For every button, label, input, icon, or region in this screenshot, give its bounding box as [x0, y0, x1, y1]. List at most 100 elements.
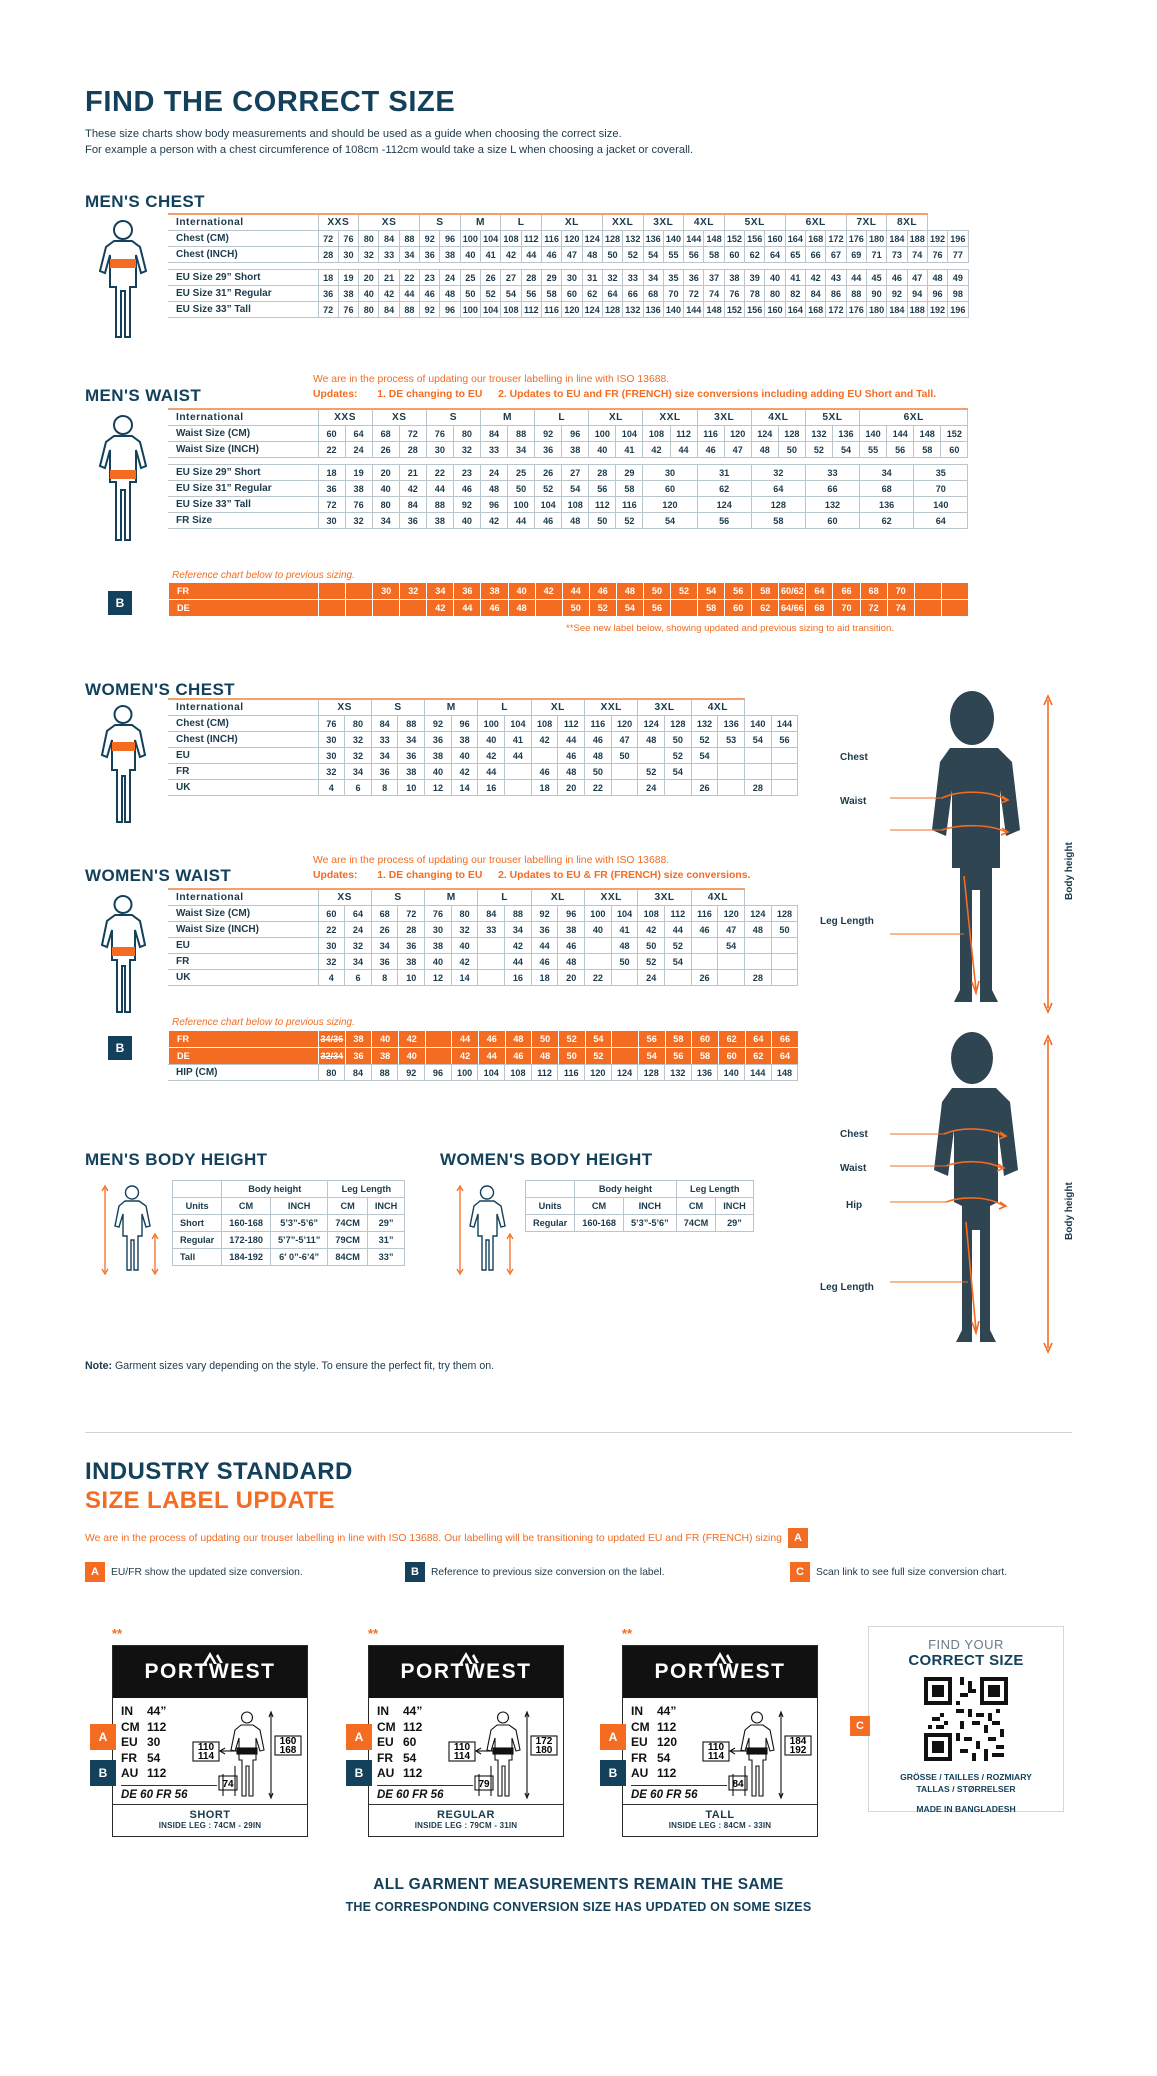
- table-row: Waist Size (INCH) 22 24 26 28 30 32 33 34 36 38 40 4…: [168, 441, 969, 458]
- table-cell: 100: [459, 301, 482, 318]
- table-cell: 30: [424, 921, 452, 938]
- table-cell: [318, 458, 345, 465]
- table-cell: EU Size 33” Tall: [168, 496, 319, 513]
- womens-waist-updates-label: Updates:: [313, 870, 358, 881]
- table-cell: 40: [424, 763, 452, 780]
- size-key: AU: [631, 1766, 649, 1780]
- table-cell: 36: [530, 921, 559, 938]
- previous-size-conversion: DE 60 FR 56: [631, 1784, 727, 1804]
- table-cell: 24: [637, 969, 666, 986]
- label-body-diagram: 110 114 172 180 79: [447, 1704, 559, 1804]
- table-cell: 48: [557, 763, 586, 780]
- table-cell: 6: [344, 969, 372, 986]
- table-cell: 42: [477, 747, 506, 764]
- table-cell: 64: [344, 905, 372, 922]
- table-cell: 60: [317, 425, 346, 442]
- table-cell: 112: [520, 230, 542, 247]
- table-cell: 60: [317, 905, 346, 922]
- table-cell: 62: [744, 246, 766, 263]
- table-cell: 52: [664, 937, 692, 954]
- table-cell: 96: [561, 425, 590, 442]
- table-cell: 33: [622, 269, 644, 286]
- womens-hip-wrap: HIP (CM) 80 84 88 92 96 100 104 108 112 116 120 124 1…: [168, 1064, 799, 1081]
- table-row: UK 4 6 8 10 12 14 16 18 20 22 24 26 28: [168, 969, 799, 986]
- table-cell: Waist Size (CM): [168, 425, 319, 442]
- table-cell: 44: [425, 480, 454, 497]
- table-cell: [670, 458, 697, 465]
- table-cell: 58: [703, 246, 725, 263]
- table-cell: 46: [690, 921, 719, 938]
- table-cell: 92: [534, 425, 563, 442]
- table-cell: [927, 263, 947, 270]
- table-cell: Chest (CM): [168, 715, 319, 732]
- table-cell: 34: [504, 921, 532, 938]
- table-cell: [745, 263, 765, 270]
- mens-waist-figure: [88, 410, 158, 555]
- badge-b-label-3: B: [600, 1760, 626, 1786]
- table-cell: 5XL: [723, 213, 786, 231]
- table-cell: 40: [424, 953, 452, 970]
- size-value: 60: [403, 1735, 417, 1749]
- size-row: FR 54: [377, 1751, 557, 1767]
- table-row: Units CM INCH CM INCH: [524, 1197, 754, 1215]
- table-cell: [765, 263, 785, 270]
- table-cell: 38: [439, 246, 461, 263]
- table-cell: 50: [601, 246, 624, 263]
- table-cell: 25: [507, 464, 536, 481]
- table-cell: [359, 263, 379, 270]
- table-cell: 48: [557, 953, 586, 970]
- size-row: IN 44”: [121, 1704, 301, 1720]
- table-row: EU 30 32 34 36 38 40 42 44 46 48 50 52 54: [168, 937, 799, 954]
- table-cell: 50: [531, 1030, 559, 1048]
- table-cell: 64: [344, 425, 373, 442]
- table-cell: 42: [451, 1047, 479, 1065]
- female-label-chest: Chest: [840, 1129, 868, 1140]
- table-cell: 46: [534, 512, 563, 529]
- table-cell: 108: [500, 230, 522, 247]
- table-cell: 44: [669, 441, 698, 458]
- legend-text-b: Reference to previous size conversion on…: [431, 1566, 665, 1578]
- table-cell: 32: [344, 747, 372, 764]
- table-cell: 76: [723, 285, 746, 302]
- table-cell: 104: [477, 1064, 506, 1081]
- table-cell: 176: [845, 301, 867, 318]
- table-cell: [664, 969, 692, 986]
- badge-b-mens-waist: B: [108, 591, 132, 615]
- table-cell: 180: [865, 301, 888, 318]
- table-cell: XL: [540, 213, 603, 231]
- table-cell: XL: [530, 888, 586, 906]
- label-body: IN 44” CM 112 EU 30 FR 54 AU 112 DE 60 FR 56 110 114…: [113, 1698, 307, 1804]
- table-cell: 54: [831, 441, 861, 458]
- table-row: International XS S M L XL XXL 3XL 4XL: [168, 698, 798, 716]
- table-cell: EU Size 29” Short: [168, 269, 319, 286]
- table-cell: 29”: [366, 1214, 406, 1232]
- table-cell: 36: [370, 763, 399, 780]
- table-cell: 30: [642, 464, 698, 481]
- table-cell: 34: [642, 269, 664, 286]
- table-cell: 60: [723, 246, 746, 263]
- table-cell: 160-168: [574, 1214, 624, 1232]
- table-cell: XXL: [584, 888, 639, 906]
- table-cell: [541, 263, 561, 270]
- table-cell: 24: [637, 779, 666, 796]
- table-cell: 69: [845, 246, 867, 263]
- table-cell: Regular: [171, 1231, 223, 1249]
- table-cell: [399, 263, 419, 270]
- table-cell: International: [168, 213, 319, 231]
- section-title-mens-chest: MEN'S CHEST: [85, 192, 205, 211]
- table-cell: 40: [397, 1047, 426, 1065]
- table-cell: 116: [540, 230, 563, 247]
- womens-chest-figure: [88, 700, 158, 835]
- table-cell: 60: [804, 512, 861, 529]
- qr-code-image[interactable]: [924, 1677, 1008, 1761]
- table-cell: 26: [690, 779, 719, 796]
- label-card: PORTWEST IN 44” CM 112 EU 30 FR 54 AU 112 DE 60 FR …: [112, 1645, 308, 1837]
- size-value: 44”: [657, 1704, 677, 1718]
- table-cell: 184-192: [221, 1248, 271, 1266]
- table-cell: [664, 779, 692, 796]
- table-cell: 180: [865, 230, 888, 247]
- table-cell: 58: [913, 441, 942, 458]
- table-row: Waist Size (CM) 60 64 68 72 76 80 84 88 92 96 100 10…: [168, 905, 799, 922]
- table-cell: 5XL: [804, 408, 861, 426]
- table-cell: 92: [530, 905, 559, 922]
